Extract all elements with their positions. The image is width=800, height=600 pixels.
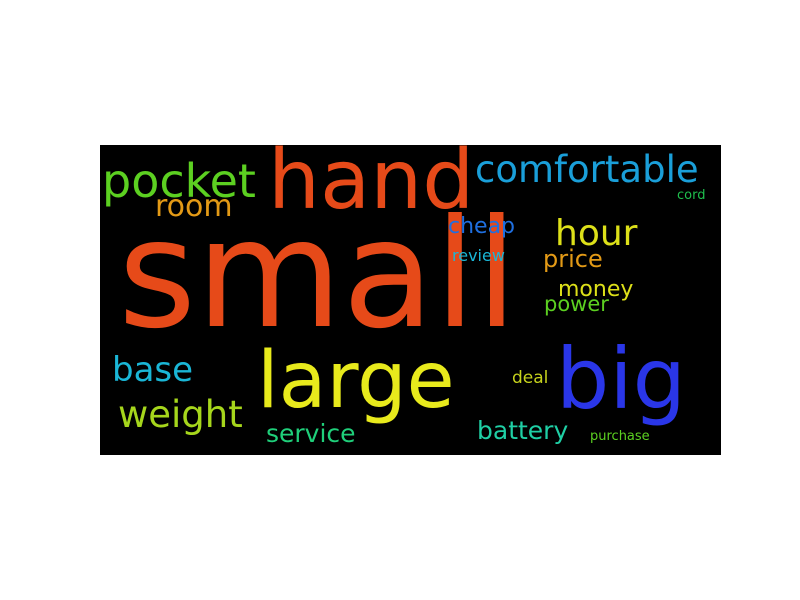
word-weight: weight [118,393,243,436]
word-battery: battery [477,416,569,445]
word-cloud: small hand pocket comfortable room cord … [100,145,721,455]
word-base: base [112,350,194,390]
word-price: price [543,245,603,273]
word-big: big [556,330,686,428]
word-pocket: pocket [102,154,256,208]
word-large: large [257,336,455,426]
word-money: money [558,277,634,302]
word-cheap: cheap [448,214,516,239]
word-power: power [544,292,609,316]
word-room: room [155,189,233,224]
word-deal: deal [512,368,549,388]
word-cord: cord [677,188,706,203]
word-hand: hand [268,145,475,228]
word-comfortable: comfortable [475,148,699,191]
word-small: small [118,188,518,362]
word-purchase: purchase [590,429,650,444]
word-hour: hour [555,213,638,254]
word-service: service [266,419,356,448]
word-review: review [452,246,505,265]
